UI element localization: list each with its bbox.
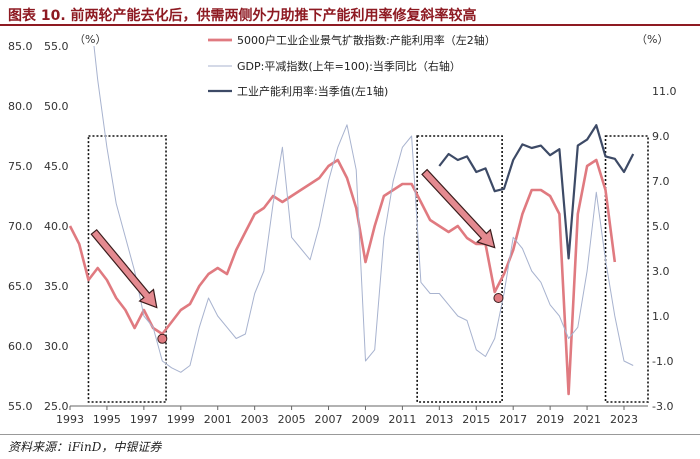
right-tick-label: 3.0: [652, 265, 670, 278]
legend-label: GDP:平减指数(上年=100):当季同比（右轴）: [237, 59, 461, 73]
left1-tick-label: 85.0: [8, 40, 33, 53]
axes: 1993 1995 1997 1999 2001 2003 2005 2007 2009 2011…: [8, 33, 677, 426]
right-tick-label: 1.0: [652, 310, 670, 323]
left2-tick-label: 25.0: [44, 400, 69, 413]
dotted-box: [604, 135, 649, 403]
series-line-right: [93, 45, 634, 373]
x-tick-label: 1999: [167, 413, 195, 426]
chart-canvas: 1993 1995 1997 1999 2001 2003 2005 2007 2009 2011…: [8, 33, 677, 426]
circle-marker: [157, 333, 168, 344]
x-tick-label: 2011: [388, 413, 416, 426]
left1-tick-label: 65.0: [8, 280, 33, 293]
x-tick-label: 2001: [204, 413, 232, 426]
x-tick-label: 2023: [610, 413, 638, 426]
x-tick-label: 2019: [536, 413, 564, 426]
x-tick-label: 2007: [315, 413, 343, 426]
right-tick-label: -1.0: [652, 355, 673, 368]
source-rule: [0, 434, 700, 435]
annotation-boxes: [87, 135, 649, 403]
left2-tick-label: 40.0: [44, 220, 69, 233]
right-tick-label: 11.0: [652, 85, 677, 98]
left2-unit-label: （%）: [74, 33, 106, 46]
x-tick-label: 2009: [351, 413, 379, 426]
legend-label: 工业产能利用率:当季值(左1轴): [237, 84, 388, 98]
trend-arrow: [90, 228, 158, 309]
right-tick-label: 5.0: [652, 220, 670, 233]
left2-tick-label: 35.0: [44, 280, 69, 293]
legend-label: 5000户工业企业景气扩散指数:产能利用率（左2轴）: [237, 33, 496, 47]
left2-tick-label: 55.0: [44, 40, 69, 53]
x-tick-label: 2005: [278, 413, 306, 426]
series-line-left1: [438, 124, 635, 260]
figure-title: 图表 10. 前两轮产能去化后，供需两侧外力助推下产能利用率修复斜率较高: [8, 8, 477, 24]
x-tick-label: 1997: [130, 413, 158, 426]
title-rule: [0, 24, 700, 26]
left1-tick-label: 75.0: [8, 160, 33, 173]
left1-tick-label: 55.0: [8, 400, 33, 413]
x-tick-label: 2017: [499, 413, 527, 426]
series-lines: [68, 45, 635, 396]
x-tick-label: 1993: [56, 413, 84, 426]
left2-tick-label: 45.0: [44, 160, 69, 173]
source-note: 资料来源：iFinD，中银证券: [8, 440, 162, 454]
right-tick-label: 7.0: [652, 175, 670, 188]
left2-tick-label: 50.0: [44, 100, 69, 113]
series-line-left2: [68, 158, 617, 396]
right-unit-label: （%）: [636, 33, 668, 46]
left1-tick-label: 70.0: [8, 220, 33, 233]
trend-arrow: [421, 168, 496, 249]
dotted-box: [416, 135, 503, 403]
left1-tick-label: 80.0: [8, 100, 33, 113]
x-tick-label: 2015: [462, 413, 490, 426]
x-tick-label: 2003: [241, 413, 269, 426]
x-tick-label: 2013: [425, 413, 453, 426]
annotation-arrows: [90, 168, 504, 344]
circle-marker: [493, 293, 504, 303]
right-tick-label: 9.0: [652, 130, 670, 143]
right-tick-label: -3.0: [652, 400, 673, 413]
legend: 5000户工业企业景气扩散指数:产能利用率（左2轴） GDP:平减指数(上年=10…: [208, 33, 496, 98]
left1-tick-label: 60.0: [8, 340, 33, 353]
x-tick-label: 1995: [93, 413, 121, 426]
x-tick-label: 2021: [573, 413, 601, 426]
left2-tick-label: 30.0: [44, 340, 69, 353]
